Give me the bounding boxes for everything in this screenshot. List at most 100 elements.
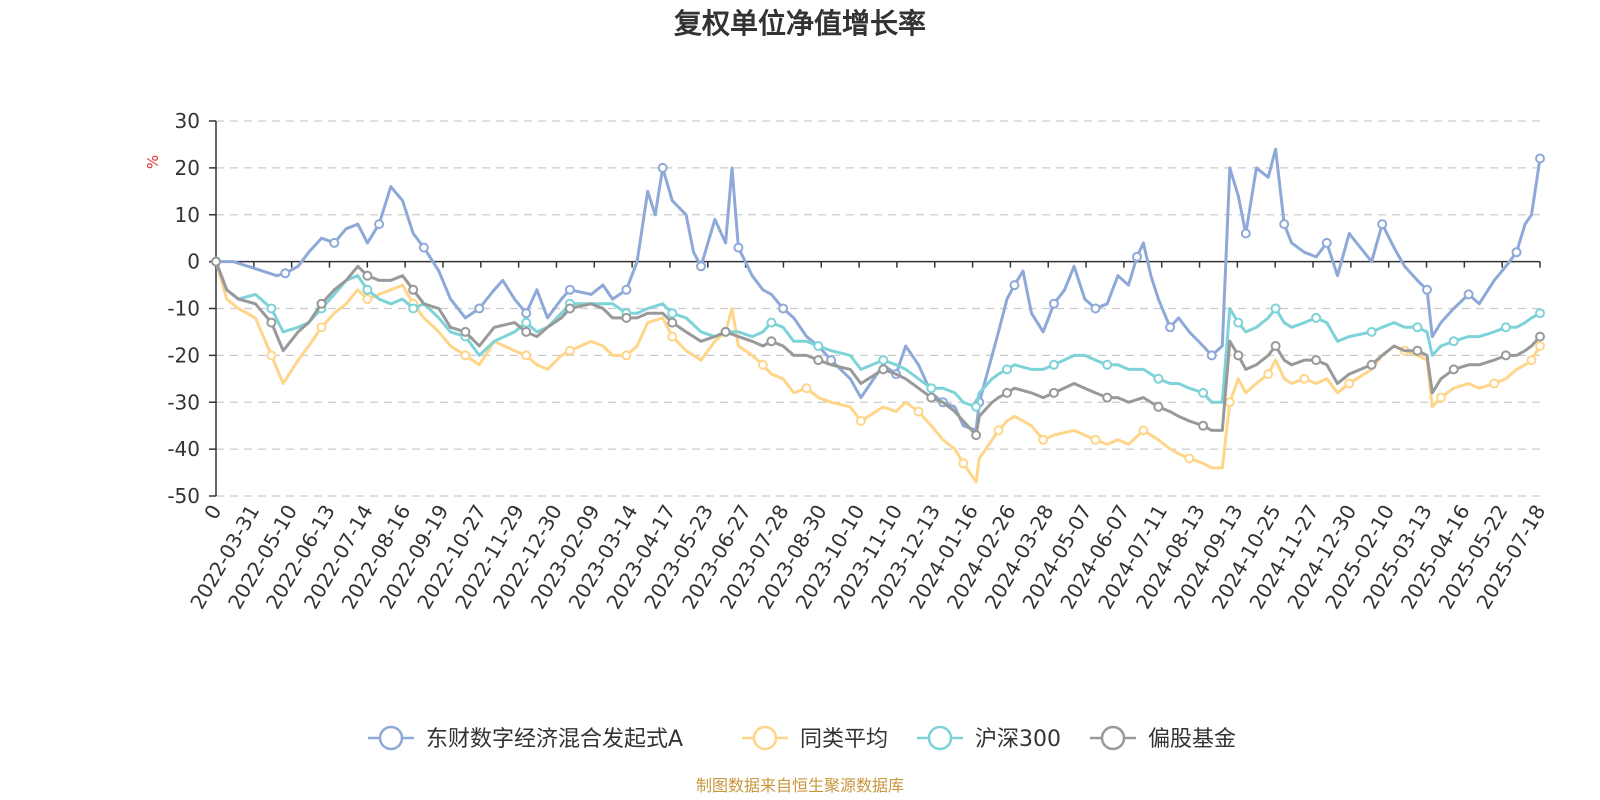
- data-point: [564, 345, 575, 356]
- data-point: [1448, 364, 1459, 375]
- data-point: [374, 219, 385, 230]
- data-point: [621, 350, 632, 361]
- y-tick-label: -50: [167, 484, 200, 508]
- data-point: [778, 303, 789, 314]
- data-point: [1311, 355, 1322, 366]
- data-point: [667, 331, 678, 342]
- legend-marker: [927, 725, 953, 751]
- legend-item[interactable]: 偏股基金: [1090, 725, 1236, 752]
- data-point: [1511, 247, 1522, 258]
- legend-marker: [1100, 725, 1126, 751]
- data-point: [521, 350, 532, 361]
- data-point: [1240, 228, 1251, 239]
- grid-lines: [216, 120, 1540, 497]
- chart-title: 复权单位净值增长率: [674, 7, 926, 40]
- series-lines: [211, 147, 1545, 484]
- data-point: [733, 242, 744, 253]
- legend-item[interactable]: 同类平均: [742, 725, 888, 752]
- data-point: [1038, 434, 1049, 445]
- y-tick-label: 10: [175, 203, 200, 227]
- legend-item[interactable]: 沪深300: [917, 725, 1061, 752]
- data-point: [266, 350, 277, 361]
- data-point: [316, 322, 327, 333]
- data-point: [878, 355, 889, 366]
- data-point: [1009, 280, 1020, 291]
- data-point: [408, 303, 419, 314]
- data-point: [1270, 303, 1281, 314]
- data-point: [362, 270, 373, 281]
- data-point: [316, 298, 327, 309]
- legend-label: 东财数字经济混合发起式A: [426, 727, 683, 752]
- y-tick-label: -30: [167, 390, 200, 414]
- data-point: [1412, 345, 1423, 356]
- data-point: [657, 162, 668, 173]
- data-point: [1153, 373, 1164, 384]
- data-point: [1153, 401, 1164, 412]
- data-point: [813, 355, 824, 366]
- data-point: [1002, 364, 1012, 375]
- data-point: [1270, 341, 1281, 351]
- y-tick-label: 0: [187, 250, 200, 274]
- data-point: [329, 237, 340, 248]
- data-point: [521, 326, 532, 337]
- data-point: [878, 364, 889, 375]
- data-point: [1048, 298, 1059, 309]
- data-point: [696, 261, 706, 272]
- data-point: [1233, 350, 1244, 361]
- data-point: [362, 284, 373, 295]
- data-point: [266, 303, 277, 314]
- data-point: [1048, 387, 1059, 398]
- data-point: [1184, 453, 1195, 464]
- data-point: [971, 401, 982, 412]
- data-point: [1535, 308, 1545, 319]
- data-point: [1366, 326, 1377, 337]
- data-point: [958, 458, 969, 469]
- data-point: [1321, 237, 1332, 248]
- legend-label: 同类平均: [800, 727, 888, 752]
- legend-item[interactable]: 东财数字经济混合发起式A: [368, 725, 683, 752]
- data-point: [766, 317, 777, 328]
- data-point: [1500, 322, 1511, 333]
- legend-marker: [752, 725, 778, 751]
- series-line: [214, 260, 1542, 409]
- data-point: [757, 359, 768, 370]
- y-axis-unit: %: [144, 155, 162, 169]
- data-point: [1002, 387, 1012, 398]
- y-tick-label: 20: [175, 156, 200, 180]
- data-source-note: 制图数据来自恒生聚源数据库: [696, 776, 904, 795]
- data-point: [1422, 284, 1432, 295]
- data-point: [913, 406, 924, 417]
- legend: 东财数字经济混合发起式A 同类平均 沪深300 偏股基金: [368, 725, 1236, 752]
- data-point: [1165, 322, 1176, 333]
- data-point: [1090, 303, 1101, 314]
- data-point: [1435, 392, 1446, 403]
- data-point: [418, 242, 429, 253]
- data-point: [1535, 341, 1545, 351]
- data-point: [926, 383, 937, 394]
- series-line: [214, 260, 1542, 484]
- data-point: [280, 268, 291, 279]
- data-point: [813, 341, 824, 351]
- legend-label: 偏股基金: [1148, 727, 1236, 752]
- data-point: [1048, 359, 1059, 370]
- data-point: [1500, 350, 1511, 361]
- y-tick-label: -40: [167, 437, 200, 461]
- data-point: [1279, 219, 1290, 230]
- y-tick-label: 30: [175, 109, 200, 133]
- data-point: [1090, 434, 1101, 445]
- data-point: [1299, 373, 1310, 384]
- data-point: [1138, 425, 1149, 436]
- data-point: [1198, 420, 1209, 431]
- data-point: [1489, 378, 1500, 389]
- data-point: [521, 308, 532, 319]
- data-point: [564, 284, 575, 295]
- data-point: [521, 317, 532, 328]
- data-point: [1366, 359, 1377, 370]
- data-point: [1463, 289, 1474, 300]
- data-point: [564, 303, 575, 314]
- data-point: [1535, 153, 1545, 164]
- data-point: [720, 326, 731, 337]
- data-point: [211, 256, 221, 267]
- data-point: [1412, 322, 1423, 333]
- data-point: [1102, 392, 1113, 403]
